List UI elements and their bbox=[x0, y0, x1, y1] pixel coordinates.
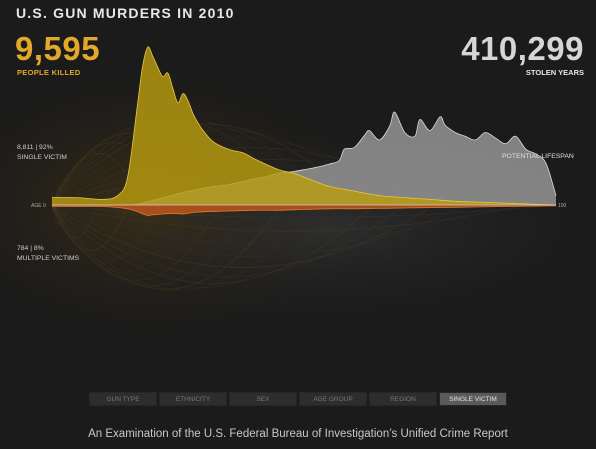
trajectory-line bbox=[51, 204, 160, 263]
trajectory-line bbox=[51, 165, 114, 206]
people-killed-label: PEOPLE KILLED bbox=[17, 68, 81, 77]
page-title: U.S. GUN MURDERS IN 2010 bbox=[16, 5, 235, 21]
trajectory-line bbox=[51, 204, 526, 232]
single-victim-note: 8,811 | 92% SINGLE VICTIM bbox=[17, 143, 67, 163]
multiple-victims-label: MULTIPLE VICTIMS bbox=[17, 255, 80, 262]
potential-lifespan-label: POTENTIAL LIFESPAN bbox=[502, 153, 574, 160]
trajectory-line bbox=[51, 204, 190, 273]
trajectory-line bbox=[51, 204, 373, 284]
tab-region[interactable]: REGION bbox=[369, 392, 437, 406]
trajectory-line bbox=[51, 204, 312, 291]
people-killed-line bbox=[51, 46, 557, 206]
stolen-years-count: 410,299 bbox=[461, 30, 584, 67]
trajectory-line bbox=[51, 204, 129, 251]
trajectory-line bbox=[51, 204, 434, 268]
trajectory-line bbox=[51, 204, 465, 257]
footer-subtitle: An Examination of the U.S. Federal Burea… bbox=[88, 428, 508, 440]
axis-tick-age-100: 100 bbox=[558, 203, 567, 209]
trajectory-line bbox=[51, 204, 557, 218]
filter-tabs: GUN TYPE ETHNICITY SEX AGE GROUP REGION … bbox=[89, 392, 507, 406]
trajectory-line bbox=[51, 204, 282, 290]
single-victim-label: SINGLE VICTIM bbox=[17, 154, 67, 161]
trajectory-line bbox=[51, 178, 83, 206]
tab-sex[interactable]: SEX bbox=[229, 392, 297, 406]
potential-lifespan-area bbox=[52, 112, 556, 206]
tab-single-victim[interactable]: SINGLE VICTIM bbox=[439, 392, 507, 406]
tab-gun-type[interactable]: GUN TYPE bbox=[89, 392, 157, 406]
trajectory-line bbox=[51, 204, 343, 289]
people-killed-area bbox=[52, 46, 556, 205]
axis-tick-age-0: AGE 0 bbox=[31, 203, 46, 209]
stolen-years-label: STOLEN YEARS bbox=[525, 68, 584, 77]
chart-areas bbox=[51, 46, 557, 216]
multiple-victims-stat: 784 | 8% bbox=[17, 245, 44, 252]
trajectory-line bbox=[51, 204, 221, 281]
tab-ethnicity[interactable]: ETHNICITY bbox=[159, 392, 227, 406]
trajectory-line bbox=[51, 204, 68, 225]
trajectory-line bbox=[51, 204, 99, 238]
trajectory-line bbox=[51, 204, 496, 245]
trajectory-line bbox=[51, 204, 251, 287]
single-victim-stat: 8,811 | 92% bbox=[17, 144, 53, 151]
multiple-victims-note: 784 | 8% MULTIPLE VICTIMS bbox=[17, 244, 79, 264]
trajectory-line bbox=[51, 204, 404, 277]
multiple-victims-line bbox=[51, 205, 557, 216]
people-killed-count: 9,595 bbox=[15, 30, 101, 67]
tab-age-group[interactable]: AGE GROUP bbox=[299, 392, 367, 406]
